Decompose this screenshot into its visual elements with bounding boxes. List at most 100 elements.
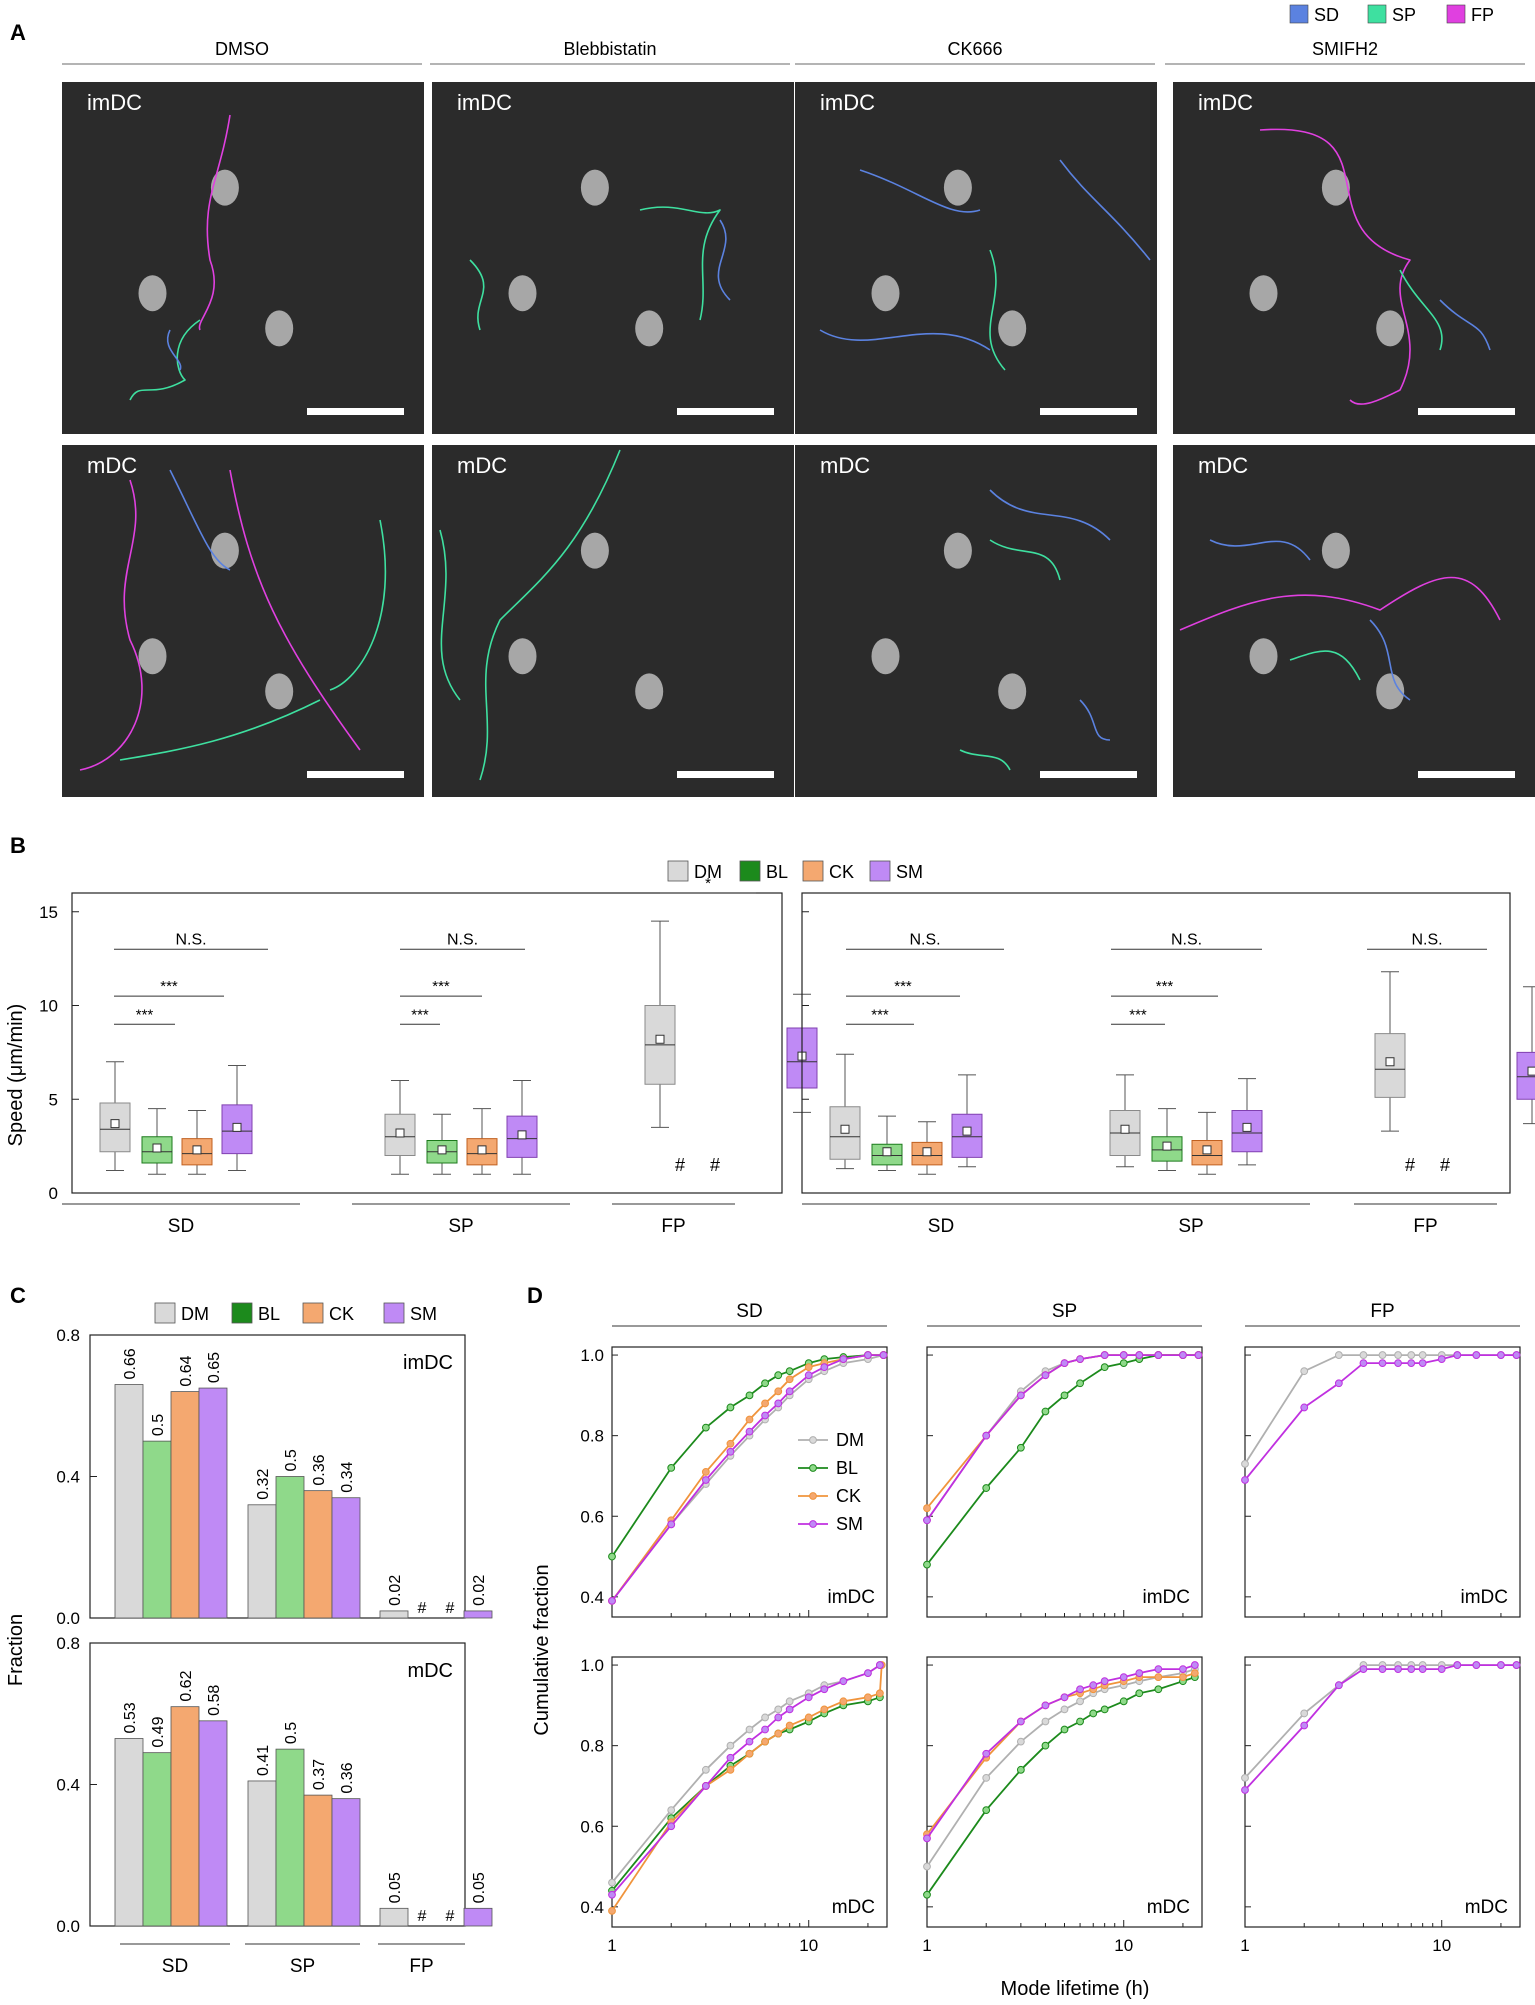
bar-value-label: 0.66 (122, 1348, 139, 1379)
micrograph-background (62, 445, 424, 797)
cdf-point-sm (1016, 1391, 1025, 1400)
cdf-point-bl (1016, 1443, 1025, 1452)
sig-label: *** (432, 978, 450, 995)
box-mean (962, 1126, 972, 1136)
micrograph-mdc-1: mDC (432, 445, 794, 797)
box-mean (1202, 1145, 1212, 1155)
bar-value-label: 0.32 (255, 1469, 272, 1500)
box-sm (1516, 1051, 1535, 1100)
cdf-point-bl (1100, 1363, 1109, 1372)
missing-mark: # (446, 1600, 455, 1617)
cdf-point-ck (839, 1697, 848, 1706)
box-mean (1527, 1066, 1535, 1076)
cdf-point-sm (879, 1351, 888, 1359)
micrograph-row-label: imDC (1198, 90, 1253, 115)
y-tick-label: 0.8 (56, 1634, 80, 1653)
legend-swatch-dm (667, 860, 689, 882)
bar-dm (247, 1504, 277, 1619)
track-sp (1399, 269, 1443, 351)
cdf-point-bl (1154, 1685, 1163, 1694)
micrograph-background (1173, 82, 1535, 434)
legend-label-sd: SD (1314, 5, 1339, 25)
micrograph-background (432, 445, 794, 797)
cdf-point-bl (608, 1552, 616, 1561)
bar-value-label: 0.36 (311, 1454, 328, 1485)
cdf-point-sm (1060, 1359, 1069, 1368)
x-tick-label: 10 (1432, 1936, 1451, 1955)
track-sp (119, 699, 321, 761)
panel-a-legend: SD SP FP (1289, 4, 1494, 25)
cdf-point-sm (726, 1447, 735, 1456)
track-sp (639, 206, 721, 321)
cdf-point-bl (726, 1403, 735, 1412)
cell-blob (1249, 638, 1278, 675)
legend-label-sm: SM (896, 862, 923, 882)
row-label: imDC (403, 1352, 453, 1374)
cdf-point-sm (839, 1677, 848, 1686)
row-label: mDC (1147, 1897, 1190, 1918)
legend-swatch-sp (1367, 4, 1387, 24)
track-sp (439, 529, 461, 701)
bar-value-label: 0.58 (206, 1685, 223, 1716)
cdf-point-sm (1378, 1359, 1387, 1368)
bar-value-label: 0.53 (122, 1702, 139, 1733)
cdf-point-ck (1179, 1673, 1187, 1682)
cdf-point-sm (1359, 1665, 1368, 1673)
cdf-point-bl (1100, 1705, 1109, 1714)
track-fp (1259, 128, 1411, 405)
bar-dm (114, 1384, 144, 1619)
cdf-point-sm (804, 1693, 813, 1702)
scale-bar (307, 408, 404, 415)
cdf-point-sm (1497, 1661, 1505, 1669)
cdf-point-sm (1359, 1359, 1368, 1368)
panel-c-letter: C (10, 1283, 26, 1308)
cdf-point-sm (1135, 1351, 1144, 1359)
y-tick-label: 0.0 (56, 1917, 80, 1936)
cdf-point-sm (1100, 1351, 1109, 1359)
cdf-point-bl (1016, 1765, 1025, 1774)
cdf-point-dm (1378, 1351, 1387, 1359)
cdf-point-dm (1394, 1351, 1402, 1359)
cdf-point-bl (1119, 1359, 1128, 1368)
y-tick-label: 1.0 (580, 1346, 604, 1365)
cdf-point-sm (1453, 1661, 1462, 1669)
y-tick-label: 0.8 (580, 1427, 604, 1446)
group-label: FP (661, 1216, 685, 1237)
bar-dm (247, 1780, 277, 1927)
cdf-point-dm (745, 1725, 754, 1734)
cdf-point-dm (1241, 1773, 1249, 1782)
cdf-point-sm (701, 1782, 710, 1790)
cdf-point-dm (761, 1713, 769, 1722)
cdf-point-dm (701, 1765, 710, 1774)
cell-blob (943, 532, 972, 569)
box-mean (922, 1147, 932, 1157)
sig-label: * (705, 875, 711, 892)
bar-bl (275, 1476, 305, 1619)
cdf-point-sm (701, 1476, 710, 1484)
cdf-point-sm (1437, 1355, 1446, 1363)
cdf-point-sm (1334, 1379, 1343, 1388)
cdf-point-dm (1041, 1717, 1050, 1726)
cdf-point-sm (1497, 1351, 1505, 1359)
missing-mark: # (675, 1155, 685, 1175)
column-header-1: Blebbistatin (563, 39, 656, 59)
bar-ck (170, 1706, 200, 1927)
cdf-point-ck (785, 1721, 794, 1730)
cell-blob (138, 275, 167, 312)
cdf-point-bl (761, 1379, 769, 1388)
cdf-point-dm (1334, 1351, 1343, 1359)
legend-label-bl: BL (766, 862, 788, 882)
cdf-point-dm (1060, 1705, 1069, 1714)
cdf-point-sm (1016, 1717, 1025, 1726)
bar-value-label: 0.02 (387, 1575, 404, 1606)
legend-marker-bl (809, 1464, 817, 1472)
bar-sm (198, 1387, 228, 1619)
micrograph-background (1173, 445, 1535, 797)
row-label: imDC (1461, 1587, 1509, 1608)
cell-blob (635, 673, 664, 710)
box-mean (110, 1119, 120, 1129)
cdf-point-sm (1394, 1359, 1402, 1368)
box-mean (437, 1145, 447, 1155)
